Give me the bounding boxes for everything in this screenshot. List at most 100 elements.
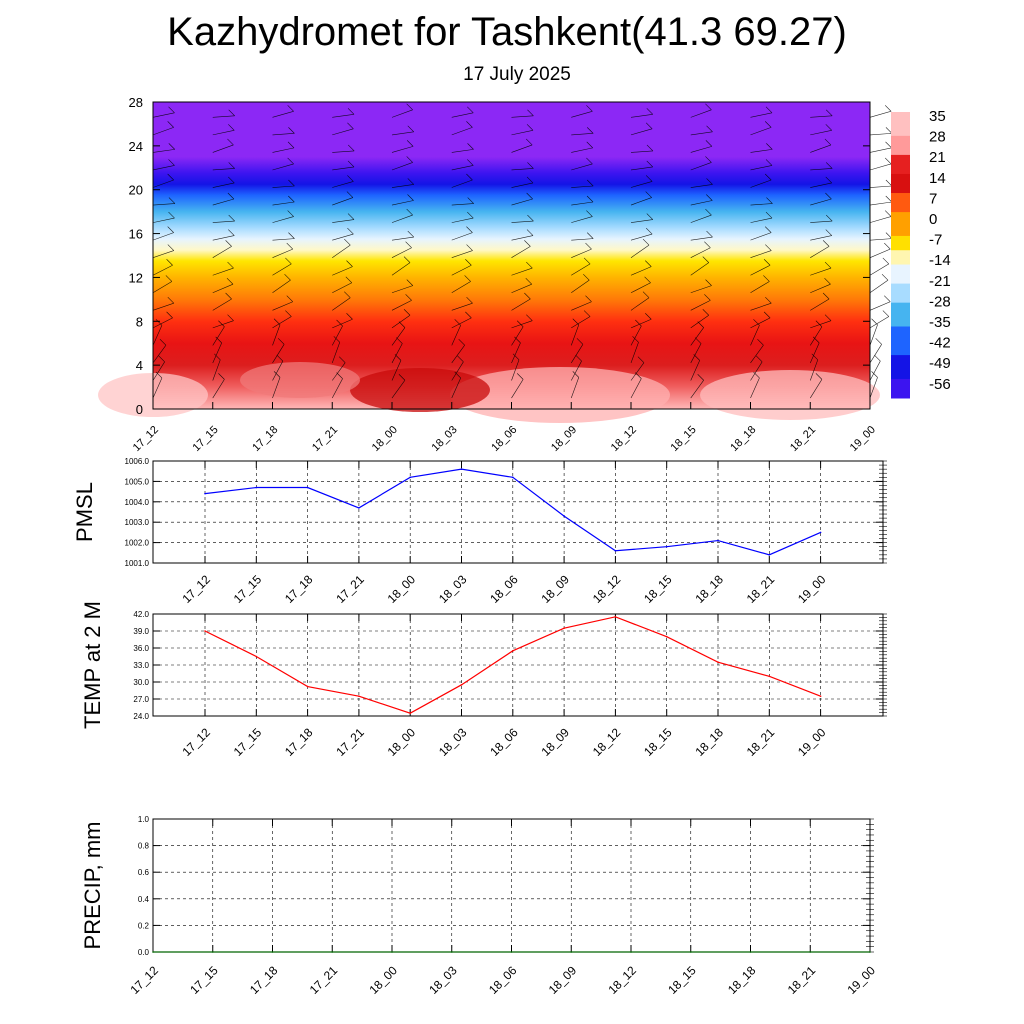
colorbar-swatch [891, 302, 910, 308]
colorbar-swatch [891, 374, 910, 380]
wind-barb-shaft [391, 285, 413, 294]
wind-barb-flag [825, 176, 832, 184]
wind-barb-flag [586, 141, 593, 149]
wind-barb-shaft [451, 361, 464, 381]
wind-barb-flag [407, 178, 414, 185]
wind-barb-shaft [810, 198, 832, 206]
wind-barb-flag [583, 273, 590, 281]
colorbar-swatch [891, 121, 910, 127]
data-point [614, 549, 617, 552]
wind-barb-shaft [152, 325, 163, 346]
wind-barb-flag [225, 240, 232, 247]
wind-barb-shaft [511, 235, 534, 241]
wind-barb-shaft [272, 216, 294, 223]
wind-barb-shaft [212, 182, 235, 188]
wind-barb-shaft [570, 324, 580, 346]
wind-barb-shaft [272, 147, 295, 153]
wind-barb-shaft [152, 250, 174, 258]
wind-barb-shaft [869, 263, 890, 276]
data-point [358, 695, 360, 697]
wind-barb-flag [524, 292, 531, 300]
wind-barb-shaft [690, 247, 711, 258]
wind-barb-flag [346, 191, 354, 198]
wind-barb-shaft [809, 342, 820, 364]
wind-barb-flag [646, 160, 653, 168]
wind-barb-shaft [630, 325, 642, 346]
colorbar-swatch [891, 336, 910, 342]
wind-barb-flag [765, 296, 772, 304]
wind-barb-shaft [630, 233, 653, 241]
wind-barb-shaft [212, 298, 232, 311]
wind-barb-shaft [451, 232, 473, 241]
wind-barb-flag [765, 211, 773, 219]
colorbar-swatch [891, 245, 910, 251]
wind-barb-flag [645, 313, 652, 320]
y-tick-label: 28 [129, 95, 143, 110]
wind-barb-flag [763, 311, 771, 319]
wind-barb-shaft [511, 130, 534, 136]
colorbar-swatch [891, 197, 910, 204]
x-tick-label: 18_09 [539, 725, 573, 759]
wind-barb-shaft [332, 219, 355, 223]
wind-barb-flag [467, 106, 474, 113]
wind-barb-shaft [272, 110, 294, 118]
data-point [450, 951, 453, 953]
y-tick-label: 0.8 [138, 842, 150, 851]
colorbar-swatch [891, 278, 910, 285]
colorbar-swatch [891, 226, 910, 232]
wind-barb-flag [406, 103, 413, 111]
colorbar-swatch [891, 283, 910, 289]
wind-barb-flag [825, 192, 832, 200]
wind-barb-shaft [869, 344, 882, 364]
wind-barb-flag [159, 338, 167, 346]
data-point [717, 661, 719, 663]
wind-barb-shaft [630, 297, 650, 311]
colorbar-swatch [891, 378, 910, 385]
wind-barb-shaft [810, 115, 833, 118]
wind-barb-shaft [750, 250, 772, 258]
data-point [768, 554, 771, 556]
wind-barb-flag [753, 371, 760, 379]
wind-barb-shaft [451, 317, 472, 329]
wind-barb-shaft [750, 377, 760, 399]
wind-barb-flag [705, 279, 712, 286]
wind-barb-flag [705, 156, 712, 163]
wind-barb-shaft [451, 165, 474, 171]
colorbar-swatch [891, 159, 910, 165]
wind-barb-flag [697, 374, 704, 381]
colorbar-swatch [891, 178, 910, 184]
wind-barb-shaft [451, 179, 473, 188]
wind-barb-flag [405, 294, 412, 301]
wind-barb-shaft [332, 318, 353, 329]
wind-barb-flag [516, 373, 524, 380]
colorbar-swatch [891, 154, 910, 161]
wind-barb-shaft [272, 185, 295, 188]
y-tick-label: 1005.0 [125, 477, 150, 486]
wind-barb-shaft [511, 267, 533, 276]
wind-barb-shaft [750, 217, 773, 223]
wind-barb-shaft [451, 217, 474, 223]
wind-barb-flag [403, 256, 411, 263]
wind-barb-flag [757, 338, 764, 346]
wind-barb-flag [705, 208, 712, 216]
wind-barb-flag [646, 213, 653, 220]
wind-barb-shaft [331, 325, 343, 346]
x-tick-label: 18_09 [546, 963, 580, 997]
data-point [271, 951, 274, 953]
wind-barb-flag [465, 259, 472, 266]
wind-barb-flag [884, 295, 891, 302]
wind-barb-flag [824, 138, 832, 146]
colorbar-swatch [891, 202, 910, 208]
data-point [819, 531, 822, 534]
x-tick-label: 17_12 [131, 424, 161, 454]
x-tick-label: 18_15 [665, 963, 699, 997]
wind-barb-shaft [272, 163, 294, 171]
colorbar-swatch [891, 150, 910, 156]
colorbar-legend: 35 28 21 14 7 0 -7 -14 -21 -28 -35 -42 -49 -56 [891, 108, 951, 399]
wind-barb-flag [333, 336, 340, 343]
colorbar-swatch [891, 350, 910, 356]
data-point [391, 951, 393, 953]
heatmap-warm-core [350, 368, 490, 412]
wind-barb-shaft [212, 144, 234, 153]
wind-barb-flag [753, 319, 760, 326]
